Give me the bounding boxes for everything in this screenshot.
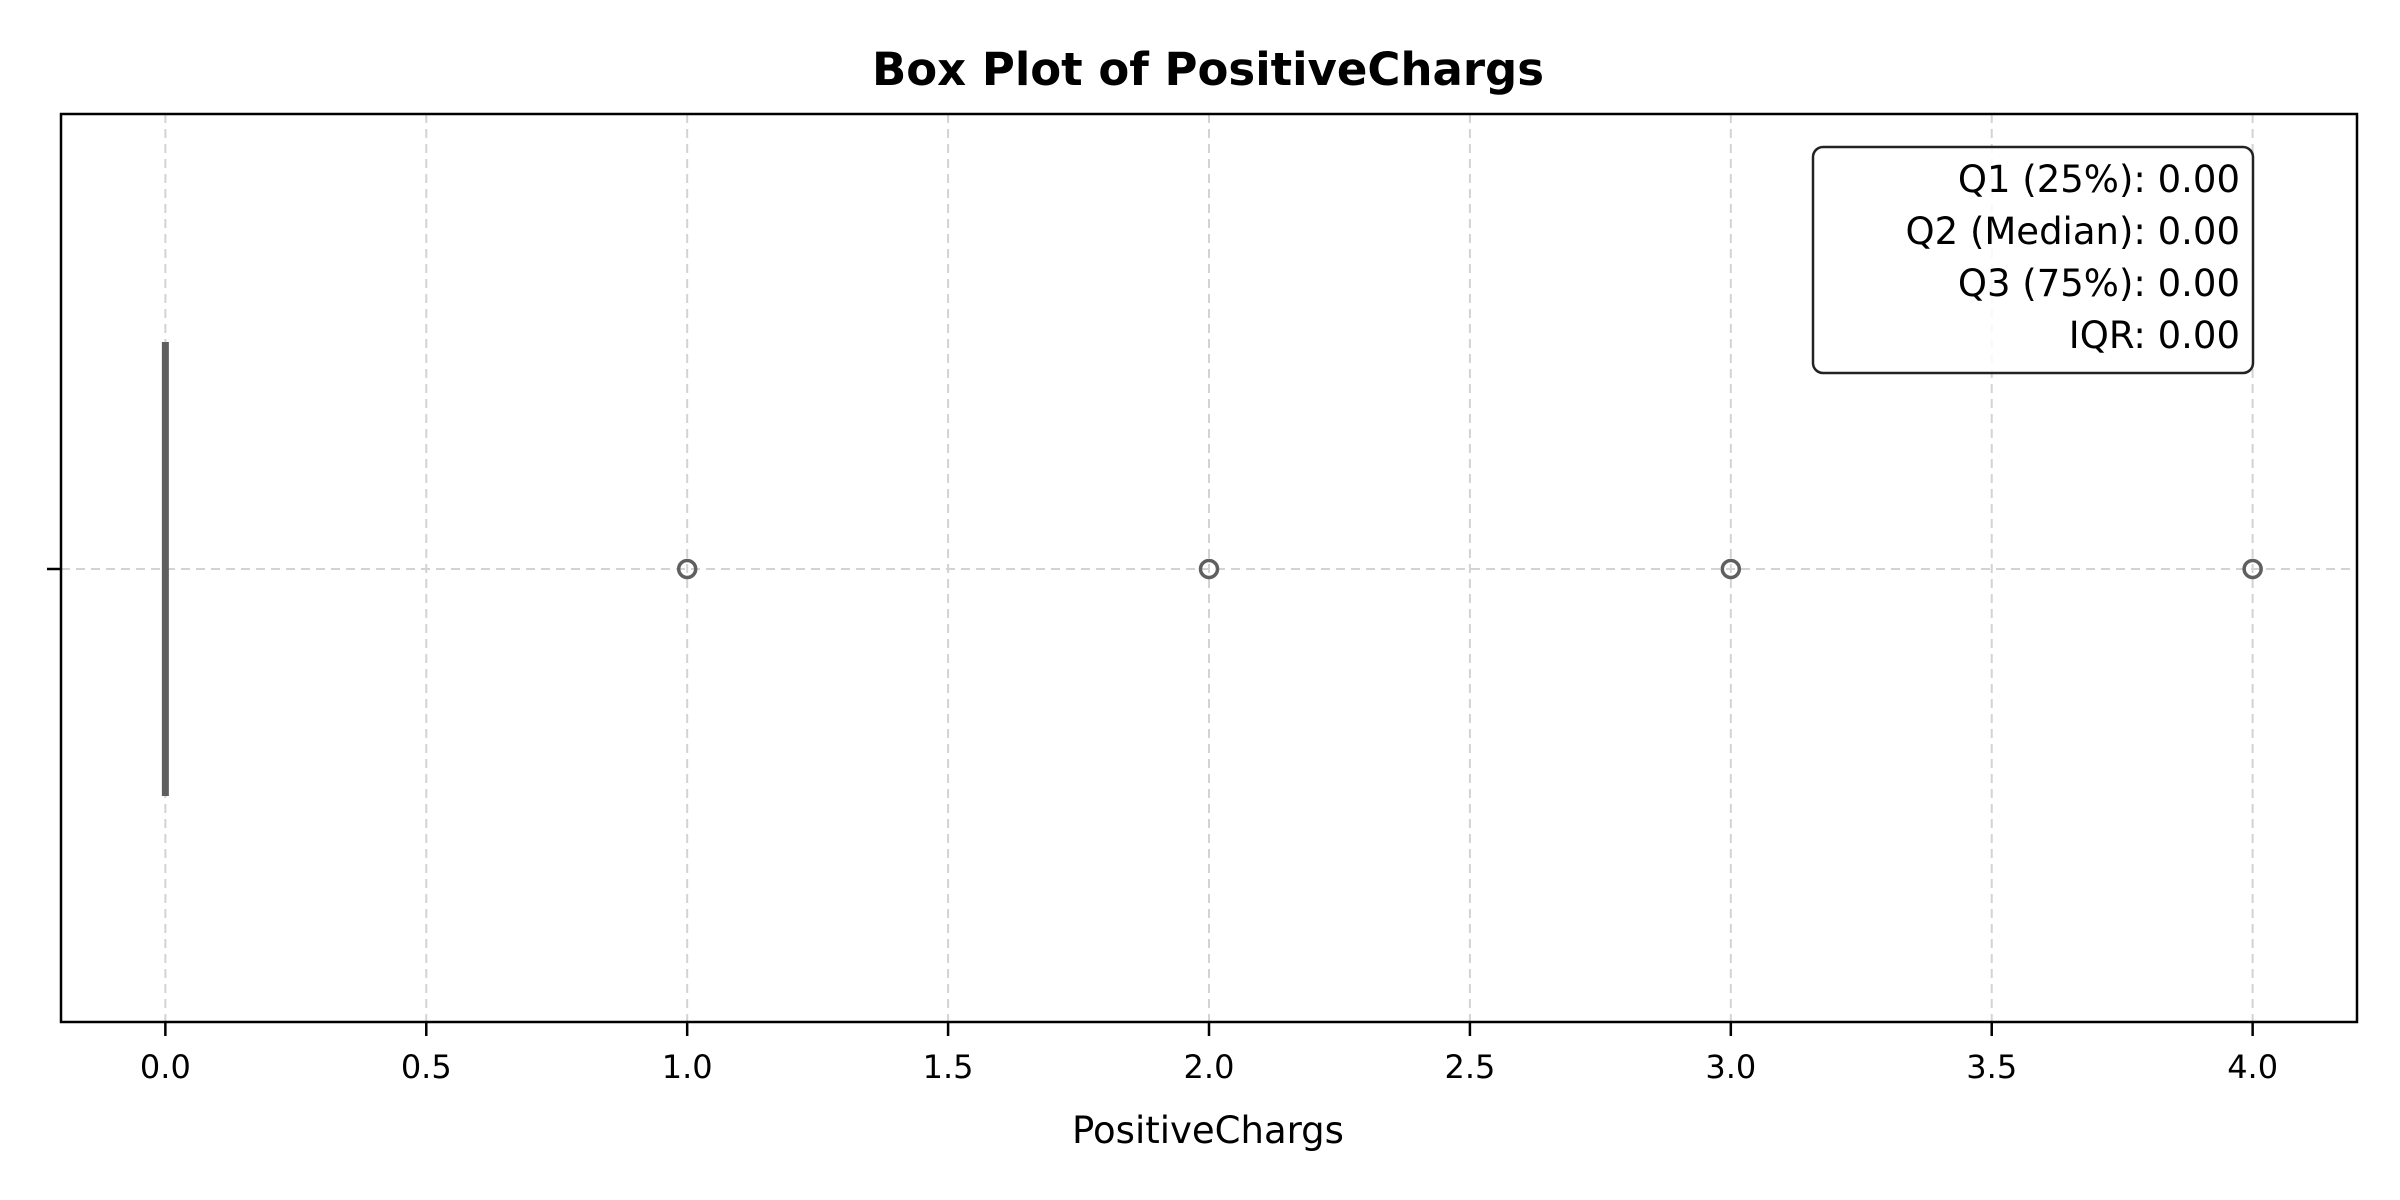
x-axis-ticks: 0.0 0.5 1.0 1.5 2.0 2.5 3.0 3.5 4.0 bbox=[140, 1022, 2278, 1086]
outlier-point bbox=[1720, 558, 1742, 580]
stats-box: Q1 (25%): 0.00 Q2 (Median): 0.00 Q3 (75%… bbox=[1811, 145, 2255, 375]
outlier-point bbox=[676, 558, 698, 580]
x-tick-label: 1.5 bbox=[923, 1048, 974, 1086]
x-tick-label: 4.0 bbox=[2227, 1048, 2278, 1086]
x-tick-label: 0.0 bbox=[140, 1048, 191, 1086]
box-element bbox=[161, 342, 169, 796]
x-tick-label: 3.0 bbox=[1705, 1048, 1756, 1086]
x-tick-label: 0.5 bbox=[401, 1048, 452, 1086]
x-tick-label: 1.0 bbox=[662, 1048, 713, 1086]
chart-title: Box Plot of PositiveChargs bbox=[872, 43, 1544, 96]
stats-iqr: IQR: 0.00 bbox=[2069, 314, 2240, 357]
outlier-point bbox=[1198, 558, 1220, 580]
x-tick-label: 2.0 bbox=[1184, 1048, 1235, 1086]
outliers bbox=[676, 558, 2263, 580]
stats-median: Q2 (Median): 0.00 bbox=[1906, 210, 2240, 253]
stats-q1: Q1 (25%): 0.00 bbox=[1958, 158, 2240, 201]
grid-lines bbox=[61, 114, 2357, 1022]
stats-q3: Q3 (75%): 0.00 bbox=[1958, 262, 2240, 305]
outlier-point bbox=[2242, 558, 2263, 580]
x-tick-label: 2.5 bbox=[1444, 1048, 1495, 1086]
x-tick-label: 3.5 bbox=[1966, 1048, 2017, 1086]
x-axis-label: PositiveChargs bbox=[1072, 1109, 1344, 1152]
stats-box-frame bbox=[1811, 145, 2255, 375]
